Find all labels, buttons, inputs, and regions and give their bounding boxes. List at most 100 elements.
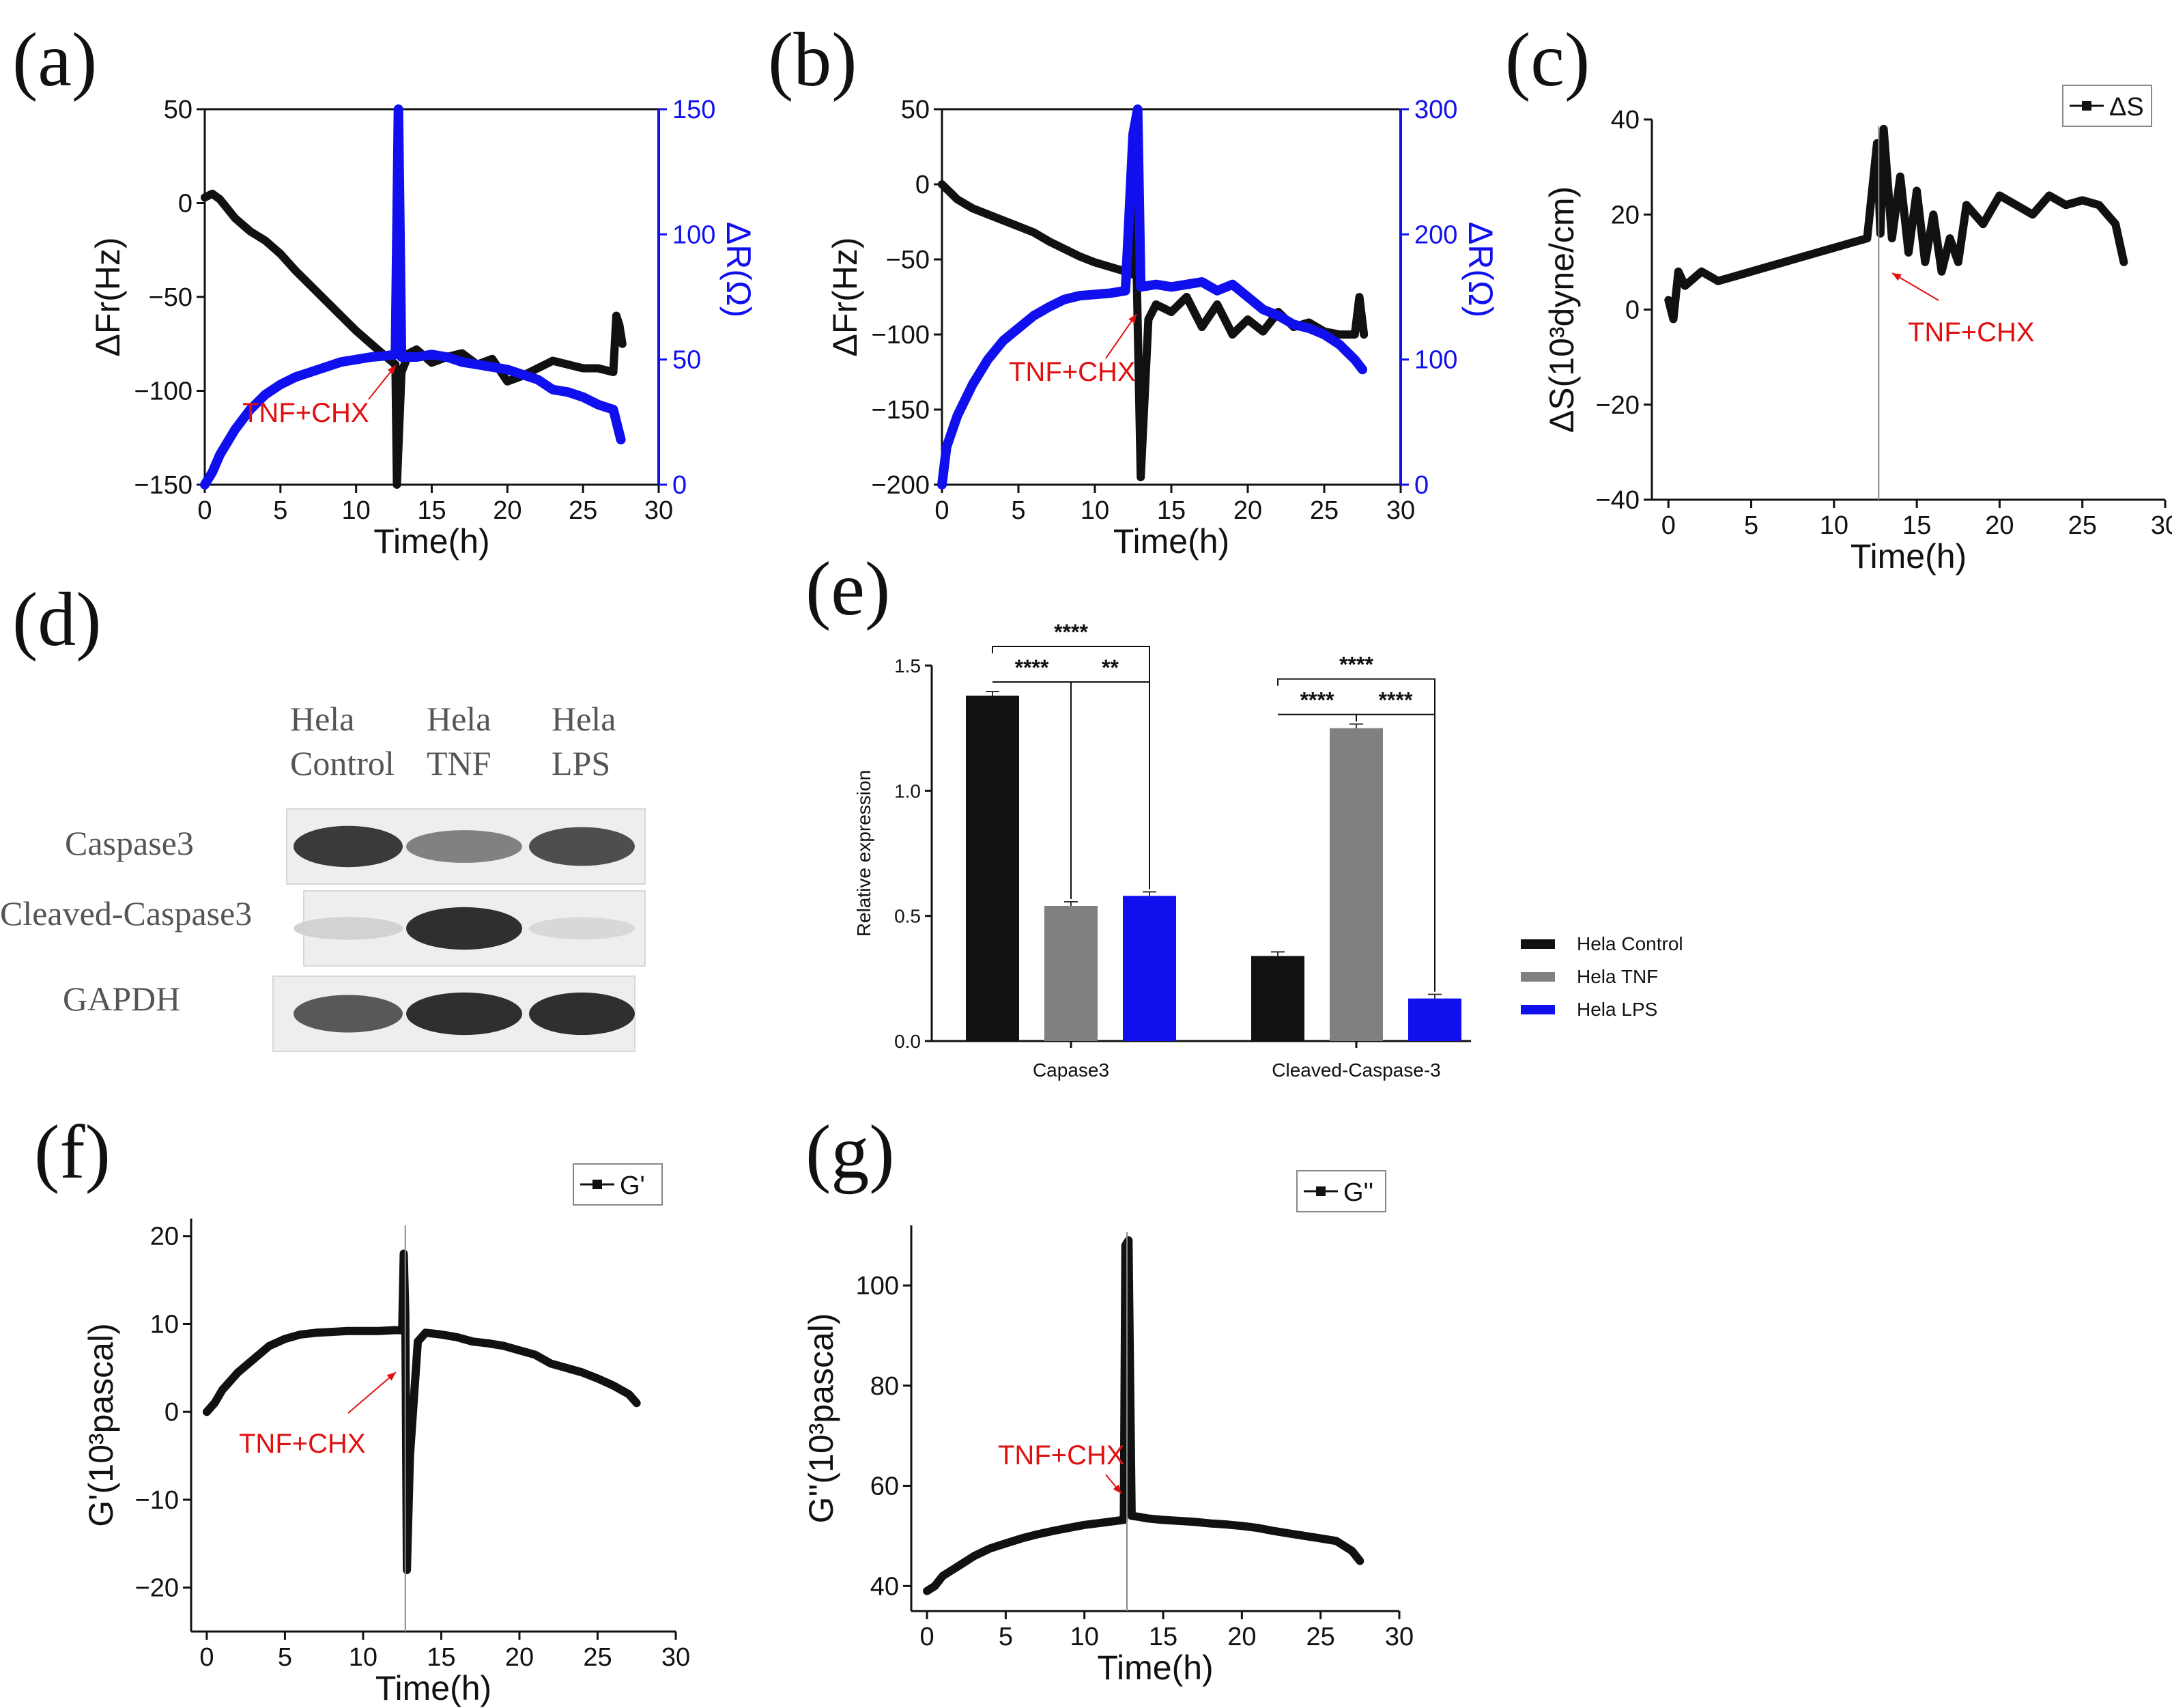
blot-band-1-1 (406, 907, 522, 950)
data-point-g-0-3 (956, 1563, 962, 1569)
y-tick-label-f-0: 20 (150, 1223, 179, 1251)
data-point-a-0-34 (616, 322, 623, 328)
y2-tick-label-b-1: 200 (1414, 220, 1457, 249)
x-tick-label-e-1: Cleaved-Caspase-3 (1272, 1059, 1440, 1081)
x-tick-label-f-1: 5 (278, 1643, 292, 1672)
chart-e: 0.0 0.5 1.0 1.5 Relative expression Capase3 Cl… (853, 620, 1683, 1081)
data-point-b-0-17 (1145, 317, 1152, 322)
data-point-f-0-33 (626, 1391, 632, 1397)
data-point-f-0-1 (212, 1400, 218, 1406)
data-point-g-0-23 (1208, 1520, 1214, 1526)
y-tick-label-b-2: −50 (886, 246, 930, 274)
data-point-g-0-20 (1160, 1517, 1167, 1523)
data-point-a-1-21 (474, 362, 480, 367)
panel-label-d: (d) (12, 578, 102, 662)
data-point-f-0-19 (415, 1339, 421, 1345)
data-point-a-1-27 (565, 389, 571, 395)
data-point-a-1-3 (232, 427, 238, 433)
data-point-g-0-27 (1270, 1528, 1276, 1534)
data-point-a-0-15 (394, 482, 400, 487)
blot-lane-2-line2: LPS (552, 744, 610, 782)
annotation-text-f: TNF+CHX (239, 1429, 366, 1459)
blot-lane-0-line1: Hela (290, 700, 354, 738)
data-point-f-0-10 (345, 1328, 351, 1334)
data-point-b-0-18 (1153, 302, 1159, 307)
data-point-c-0-18 (1889, 236, 1895, 242)
y2-tick-label-a-1: 100 (672, 220, 715, 249)
data-point-g-0-17 (1128, 1513, 1134, 1519)
data-point-g-0-24 (1223, 1522, 1229, 1528)
data-point-c-0-30 (2013, 202, 2019, 208)
data-point-a-0-33 (613, 313, 619, 319)
blot-row-label-1: Cleaved-Caspase3 (0, 894, 252, 933)
data-point-a-1-25 (534, 377, 541, 382)
data-point-a-0-29 (565, 362, 571, 367)
data-point-c-0-5 (1715, 278, 1721, 284)
data-point-b-0-16 (1138, 474, 1144, 480)
y-tick-label-c-1: 20 (1611, 201, 1640, 229)
data-point-f-0-13 (391, 1327, 397, 1333)
y-tick-label-b-0: 50 (901, 96, 930, 124)
data-point-b-1-11 (1092, 291, 1098, 298)
data-point-c-0-22 (1922, 259, 1928, 265)
data-point-a-0-17 (399, 369, 405, 375)
data-point-b-1-14 (1130, 131, 1136, 137)
data-point-b-1-31 (1360, 367, 1365, 373)
x-tick-label-b-6: 30 (1386, 496, 1415, 525)
data-point-a-1-19 (444, 354, 450, 360)
legend-label-e-0: Hela Control (1577, 933, 1683, 954)
x-tick-label-g-2: 10 (1070, 1623, 1099, 1651)
significance-bracket-2 (1071, 681, 1150, 889)
bar-0-1 (1044, 906, 1098, 1041)
data-point-a-0-25 (504, 378, 511, 384)
significance-bracket-5 (1356, 713, 1435, 992)
data-point-g-0-9 (1050, 1528, 1056, 1534)
significance-label-2: ** (1102, 655, 1119, 680)
data-point-g-0-22 (1192, 1519, 1198, 1525)
data-point-c-0-36 (2113, 221, 2119, 227)
data-point-f-0-9 (329, 1329, 335, 1335)
data-point-a-1-29 (595, 401, 601, 408)
blot-lane-1-line1: Hela (427, 700, 491, 738)
plot-frame-b (941, 108, 1402, 486)
data-point-g-0-1 (932, 1583, 938, 1589)
blot-lane-0-line2: Control (290, 744, 395, 782)
x-tick-label-g-1: 5 (999, 1623, 1013, 1651)
data-point-c-0-7 (1748, 268, 1754, 274)
data-point-f-0-6 (282, 1336, 288, 1342)
data-point-b-1-20 (1199, 279, 1205, 285)
data-point-b-1-2 (954, 413, 960, 419)
panel-label-b: (b) (768, 18, 857, 102)
x-tick-label-c-5: 25 (2068, 511, 2097, 540)
annotation-arrow-b (1105, 313, 1137, 359)
annotation-text-c: TNF+CHX (1908, 317, 2035, 347)
data-point-f-0-17 (404, 1567, 410, 1573)
legend-swatch-e-2 (1521, 1005, 1555, 1014)
blot-band-2-0 (294, 995, 403, 1033)
data-point-a-1-2 (217, 452, 223, 457)
data-point-c-0-23 (1930, 212, 1937, 218)
panel-label-e: (e) (805, 547, 890, 631)
data-point-c-0-34 (2079, 197, 2085, 203)
y-tick-label-g-0: 100 (856, 1272, 899, 1300)
data-point-f-0-29 (563, 1365, 569, 1371)
data-point-f-0-26 (516, 1348, 522, 1354)
panel-label-f: (f) (34, 1110, 111, 1195)
annotation-arrowhead-f (386, 1372, 396, 1381)
data-point-b-1-15 (1134, 106, 1141, 112)
data-point-b-1-3 (969, 382, 975, 388)
data-point-c-0-6 (1732, 273, 1738, 279)
panel-label-c: (c) (1505, 18, 1590, 102)
y2-tick-label-a-0: 150 (672, 96, 715, 124)
data-point-b-1-21 (1214, 287, 1220, 294)
x-tick-label-b-3: 15 (1157, 496, 1186, 525)
data-point-c-0-14 (1864, 236, 1870, 242)
data-point-a-0-16 (395, 444, 401, 450)
chart-a: 0 5 10 15 20 25 30 50 0 −50 −100 −150 150 100 50 0 ΔR(Ω)… (89, 96, 758, 560)
x-tick-label-e-0: Capase3 (1033, 1059, 1109, 1081)
annotation-arrowhead-a (387, 365, 396, 375)
data-point-b-0-25 (1260, 328, 1266, 335)
data-point-a-0-1 (210, 190, 216, 197)
y-axis-label-b: ΔFr(Hz) (826, 238, 864, 357)
data-point-c-0-25 (1947, 236, 1953, 242)
